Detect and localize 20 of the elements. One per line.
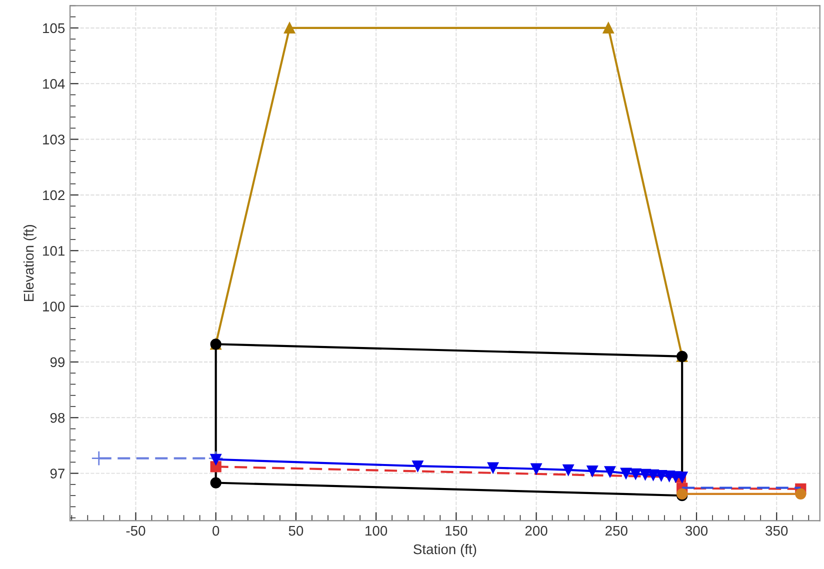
y-tick-label: 99 <box>50 357 65 368</box>
x-tick-label: 250 <box>606 526 628 536</box>
y-tick-label: 98 <box>50 412 65 423</box>
x-tick-label: -50 <box>126 526 146 536</box>
y-tick-label: 101 <box>43 246 65 256</box>
x-tick-label: 350 <box>766 526 788 536</box>
y-tick-label: 100 <box>43 302 65 312</box>
x-tick-label: 0 <box>212 526 220 536</box>
y-tick-label: 105 <box>43 23 65 34</box>
y-tick-label: 97 <box>50 468 64 478</box>
x-tick-label: 150 <box>446 526 468 536</box>
x-tick-label: 100 <box>366 526 388 536</box>
x-tick-label: 300 <box>685 526 708 536</box>
y-tick-label: 102 <box>43 190 64 200</box>
x-axis-title: Station (ft) <box>414 544 476 557</box>
y-axis-title: Elevation (ft) <box>24 225 36 301</box>
y-tick-label: 104 <box>43 78 65 89</box>
y-tick-label: 103 <box>43 134 65 144</box>
x-tick-label: 200 <box>525 526 548 536</box>
x-tick-label: 50 <box>288 526 304 536</box>
